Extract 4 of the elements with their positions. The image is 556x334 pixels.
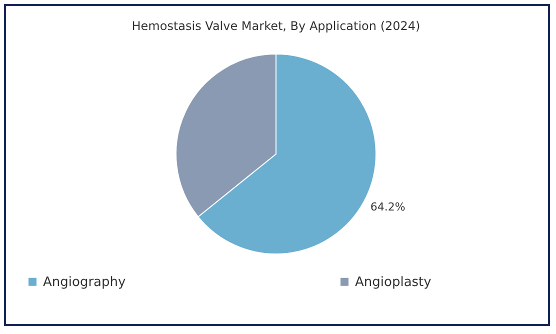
data-label: 64.2%	[370, 200, 406, 214]
legend-label: Angioplasty	[355, 274, 432, 290]
chart-title: Hemostasis Valve Market, By Application (2024)	[132, 19, 420, 33]
legend-label: Angiography	[43, 274, 126, 290]
